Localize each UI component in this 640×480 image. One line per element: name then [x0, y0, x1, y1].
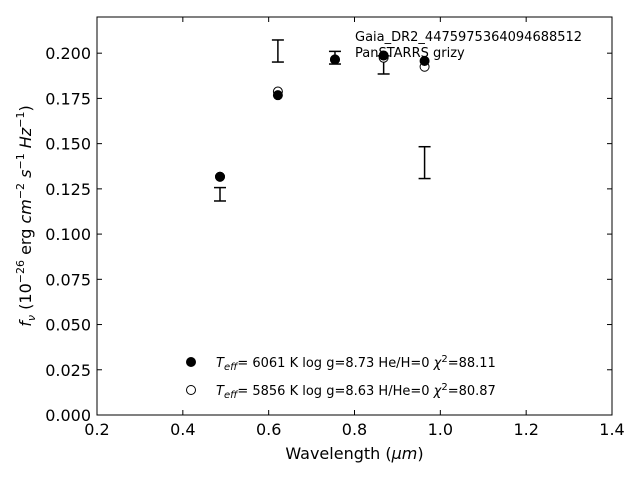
legend-marker-open [186, 385, 196, 395]
legend-teff-symbol: T [216, 384, 225, 399]
y-tick-label: 0.100 [45, 225, 91, 244]
legend-ratio: He/H=0 [374, 356, 429, 371]
legend-entry-open: Teff= 5856 K log g=8.63 H/He=0 χ2=80.87 [216, 382, 496, 401]
ticks-layer: 0.2 0.4 0.6 0.8 1.0 1.2 1.4 0.000 0.025 0.050 0.07… [45, 17, 625, 439]
legend-logg: log g=8.73 [298, 356, 374, 371]
x-tick-label: 0.2 [84, 420, 109, 439]
model-point-filled [214, 171, 225, 182]
legend-chi-sup: 2 [441, 382, 447, 393]
model-point-filled [272, 90, 283, 101]
x-axis-label-unit: μm [391, 444, 418, 463]
legend-chi-value: =80.87 [448, 384, 496, 399]
model-point-filled [419, 55, 430, 66]
legend-entry-filled: Teff= 6061 K log g=8.73 He/H=0 χ2=88.11 [216, 354, 496, 373]
legend: Teff= 6061 K log g=8.73 He/H=0 χ2=88.11 … [186, 354, 496, 401]
x-tick-label: 1.4 [599, 420, 624, 439]
legend-logg: log g=8.63 [298, 384, 374, 399]
legend-chi: χ [430, 384, 443, 399]
plot-frame [96, 16, 613, 416]
legend-teff-subscript: eff [224, 390, 239, 401]
errorbar-layer [213, 39, 431, 202]
y-tick-label: 0.000 [45, 406, 91, 425]
y-tick-label: 0.025 [45, 361, 91, 380]
legend-teff-value: = 6061 K [237, 356, 298, 371]
legend-teff-value: = 5856 K [237, 384, 298, 399]
y-tick-label: 0.125 [45, 180, 91, 199]
y-label-exp-2: −2 [14, 183, 27, 199]
y-label-cm: cm [16, 199, 35, 223]
y-label-nu: ν [25, 315, 38, 321]
x-tick-label: 0.6 [256, 420, 281, 439]
x-tick-label: 1.2 [513, 420, 538, 439]
y-label-erg: erg [16, 224, 35, 260]
y-axis-label: fν (10−26 erg cm−2 s−1 Hz−1) [14, 105, 38, 326]
annotation-object-name: Gaia_DR2_4475975364094688512 [355, 30, 582, 45]
y-tick-label: 0.175 [45, 89, 91, 108]
model-point-filled [378, 50, 389, 61]
y-label-open: (10 [16, 283, 35, 315]
x-axis-label: Wavelength (μm) [285, 444, 423, 463]
legend-marker-filled [186, 357, 196, 367]
legend-teff-symbol: T [216, 356, 225, 371]
error-bar [213, 186, 226, 202]
x-tick-label: 0.4 [170, 420, 195, 439]
y-label-f: f [16, 319, 35, 327]
y-tick-label: 0.200 [45, 44, 91, 63]
x-axis-label-close: ) [417, 444, 423, 463]
annotation-survey-name: PanSTARRS grizy [355, 46, 465, 61]
y-tick-label: 0.150 [45, 135, 91, 154]
error-bar [271, 39, 284, 63]
legend-chi-sup: 2 [441, 354, 447, 365]
x-tick-label: 0.8 [342, 420, 367, 439]
model-point-filled [329, 54, 340, 65]
y-label-exp-1: −1 [14, 153, 27, 169]
y-tick-label: 0.050 [45, 316, 91, 335]
legend-chi: χ [430, 356, 443, 371]
series-layer [214, 50, 430, 182]
y-tick-label: 0.075 [45, 270, 91, 289]
legend-ratio: H/He=0 [374, 384, 429, 399]
y-label-close: ) [16, 105, 35, 111]
legend-chi-value: =88.11 [448, 356, 496, 371]
x-axis-label-text: Wavelength ( [285, 444, 391, 463]
x-tick-label: 1.0 [428, 420, 453, 439]
y-label-hz: Hz [16, 127, 35, 148]
legend-teff-subscript: eff [224, 362, 239, 373]
y-label-exp-26: −26 [14, 260, 27, 283]
error-bar [418, 145, 431, 180]
y-label-exp-1b: −1 [14, 112, 27, 128]
y-label-s: s [16, 170, 35, 178]
